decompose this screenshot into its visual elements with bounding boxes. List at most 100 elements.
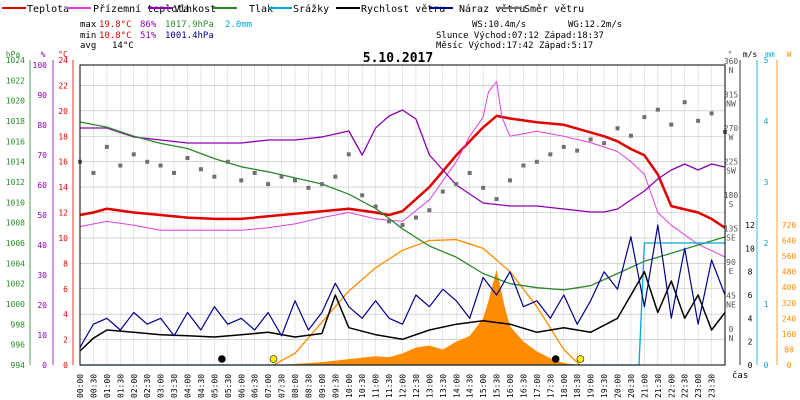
series-smer-vetru-point — [534, 159, 539, 164]
tick-label-mm: 5 — [764, 56, 769, 65]
tick-label-dir-compass: S — [729, 200, 734, 209]
series-smer-vetru-point — [266, 182, 271, 187]
series-smer-vetru-point — [319, 182, 324, 187]
x-tick-label: 03:30 — [170, 374, 179, 398]
series-rychlost-vetru — [79, 270, 726, 352]
tick-label-degc: 4 — [63, 310, 68, 319]
tick-label-degc: 22 — [58, 81, 68, 90]
tick-label-degc: 16 — [58, 158, 68, 167]
x-tick-label: 08:30 — [304, 374, 313, 398]
tick-label-hpa: 1000 — [6, 300, 25, 309]
x-tick-label: 09:00 — [318, 374, 327, 398]
tick-label-degc: 18 — [58, 132, 68, 141]
stats-max-hum: 86% — [140, 20, 157, 30]
tick-label-hpa: 1022 — [6, 76, 25, 85]
axis-unit-pct: % — [41, 50, 46, 59]
chart-title: 5.10.2017 — [363, 51, 433, 66]
gridlines — [79, 65, 725, 365]
tick-label-mm: 4 — [764, 117, 769, 126]
series-smer-vetru-point — [333, 174, 338, 179]
tick-label-ms: 4 — [748, 314, 753, 323]
series-smer-vetru-point — [279, 174, 284, 179]
stats-min-press: 1001.4hPa — [165, 31, 214, 41]
tick-label-hpa: 1006 — [6, 239, 25, 248]
series-smer-vetru-point — [413, 215, 418, 220]
series-smer-vetru-point — [427, 208, 432, 213]
series-smer-vetru-point — [655, 107, 660, 112]
series-smer-vetru-point — [588, 137, 593, 142]
sunrise-marker — [269, 355, 278, 363]
series-smer-vetru-point — [561, 144, 566, 149]
tick-label-dir: 90 — [726, 258, 736, 267]
legend-label-prizemni-teplota: Přízemní teplota — [93, 3, 189, 15]
stats-max-rain: 2.0mm — [225, 20, 252, 30]
series-smer-vetru-point — [440, 189, 445, 194]
x-tick-label: 04:00 — [184, 374, 193, 398]
x-tick-label: 08:00 — [291, 374, 300, 398]
legend-label-naraz-vetru: Náraz větru — [459, 3, 525, 15]
tick-label-dir: 0 — [729, 325, 734, 334]
series-smer-vetru-point — [696, 118, 701, 123]
tick-label-pct: 100 — [33, 61, 48, 70]
tick-label-hpa: 1008 — [6, 219, 25, 228]
tick-label-hpa: 1024 — [6, 56, 25, 65]
x-tick-label: 21:00 — [640, 374, 649, 398]
tick-label-hpa: 1020 — [6, 97, 25, 106]
series-smer-vetru-point — [669, 122, 674, 127]
series-smer-vetru-point — [225, 159, 230, 164]
tick-label-dir-compass: E — [729, 267, 734, 276]
series-smer-vetru-point — [481, 185, 486, 190]
series-smer-vetru-point — [615, 126, 620, 131]
stats-min-temp: 10.8°C — [99, 31, 132, 41]
legend-label-smer-vetru: Směr větru — [524, 3, 584, 15]
tick-label-w: 160 — [782, 330, 797, 339]
x-tick-label: 02:00 — [130, 374, 139, 398]
series-smer-vetru-point — [104, 144, 109, 149]
tick-label-pct: 40 — [37, 241, 47, 250]
x-tick-label: 05:30 — [224, 374, 233, 398]
series-smer-vetru-point — [346, 152, 351, 157]
legend-label-rychlost-vetru: Rychlost větru — [361, 3, 445, 15]
tick-label-w: 80 — [784, 345, 794, 354]
series-smer-vetru-point — [360, 193, 365, 198]
series-smer-vetru-point — [118, 163, 123, 168]
x-tick-label: 15:00 — [479, 374, 488, 398]
tick-label-degc: 20 — [58, 107, 68, 116]
series-smer-vetru-point — [91, 170, 96, 175]
tick-label-w: 0 — [787, 361, 792, 370]
tick-label-w: 320 — [782, 299, 797, 308]
x-tick-label: 10:30 — [358, 374, 367, 398]
series-smer-vetru-point — [709, 111, 714, 116]
tick-label-w: 400 — [782, 283, 797, 292]
series-smer-vetru-point — [131, 152, 136, 157]
series-smer-vetru-point — [306, 185, 311, 190]
tick-label-hpa: 1010 — [6, 198, 25, 207]
x-tick-label: 17:30 — [546, 374, 555, 398]
stats-max-temp: 19.8°C — [99, 20, 132, 30]
series-prizemni-teplota — [79, 81, 726, 258]
tick-label-w: 640 — [782, 237, 797, 246]
x-tick-label: 21:30 — [654, 374, 663, 398]
x-tick-label: 19:00 — [587, 374, 596, 398]
tick-label-pct: 60 — [37, 181, 47, 190]
stats-max-label: max — [80, 20, 97, 30]
series-smer-vetru-point — [494, 197, 499, 201]
tick-label-dir-compass: NW — [726, 100, 736, 109]
series-smer-vetru-point — [158, 163, 163, 168]
sunset-marker — [576, 355, 585, 363]
stats-min-label: min — [80, 31, 96, 41]
x-tick-label: 05:00 — [210, 374, 219, 398]
series-smer-vetru-point — [198, 167, 203, 172]
x-tick-label: 03:00 — [157, 374, 166, 398]
x-tick-label: 00:00 — [76, 374, 85, 398]
stats-avg-temp: 14°C — [112, 41, 134, 51]
series-vlhkost — [80, 109, 726, 213]
series-smer-vetru-point — [239, 178, 244, 183]
tick-label-hpa: 1002 — [6, 280, 25, 289]
stats-moon: Měsíc Východ:17:42 Západ:5:17 — [436, 41, 593, 51]
theoretical-radiation-line — [273, 238, 581, 366]
x-tick-label: 07:00 — [264, 374, 273, 398]
axis-ticks: 9949969981000100210041006100810101012101… — [6, 56, 797, 398]
tick-label-mm: 3 — [764, 178, 769, 187]
tick-label-w: 480 — [782, 268, 797, 277]
